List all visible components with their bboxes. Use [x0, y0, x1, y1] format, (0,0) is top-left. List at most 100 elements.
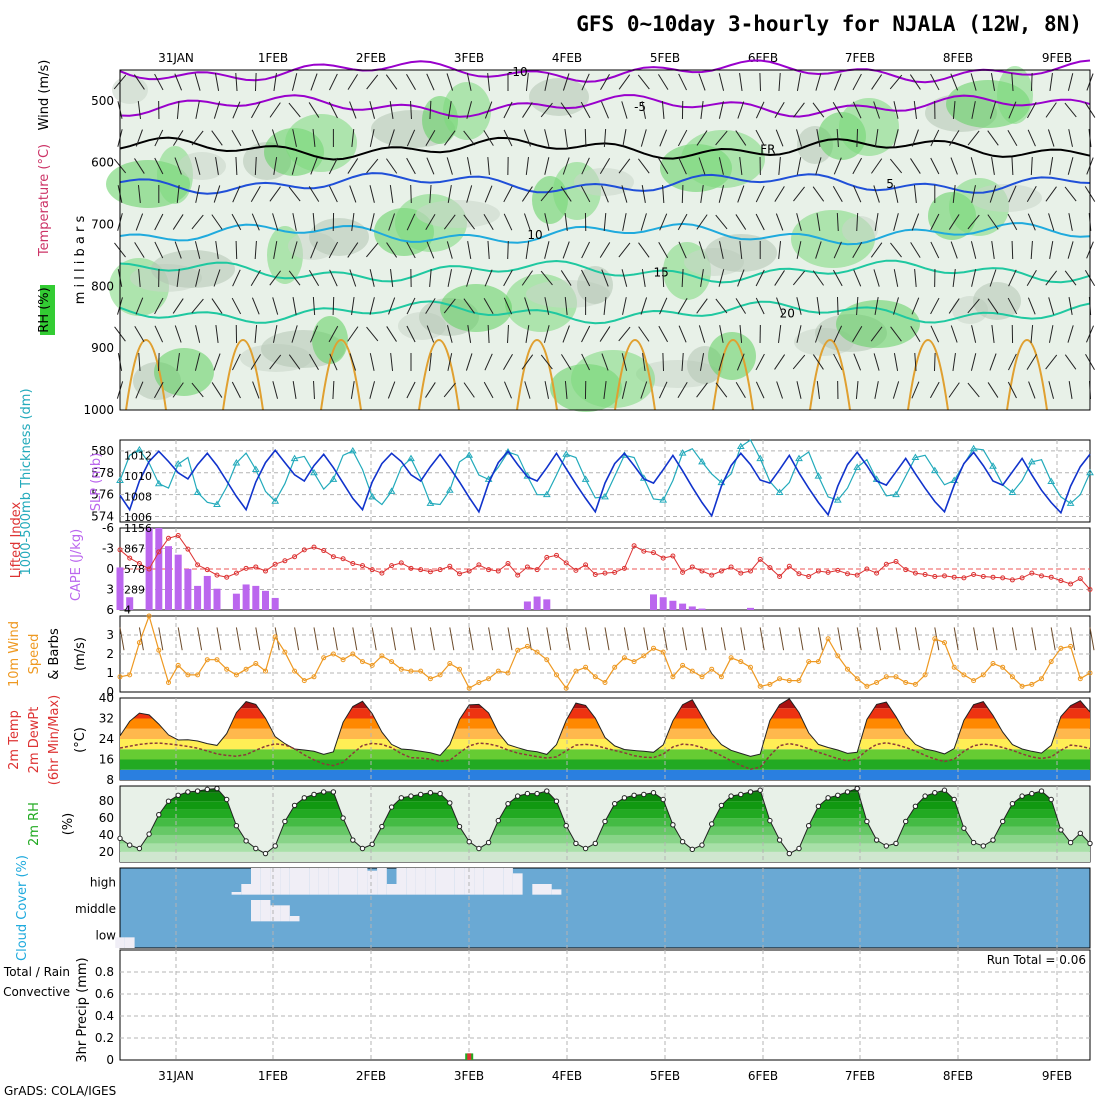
rh-shade-54 [836, 300, 920, 348]
date-label-top-3: 3FEB [454, 51, 484, 65]
upper-wind-barb [718, 353, 725, 371]
upper-wind-barb [913, 184, 917, 204]
rh-marker-52 [621, 795, 628, 801]
upper-wind-barb [739, 324, 743, 344]
upper-wind-barb [425, 129, 436, 147]
upper-wind-barb [775, 213, 784, 231]
wind-speed-marker-77 [864, 683, 870, 689]
temp-axis-label-4: (°C) [73, 727, 88, 753]
surface-wind-barb-86 [953, 627, 959, 651]
surface-wind-barb-40 [507, 627, 513, 651]
upper-wind-barb [852, 73, 862, 91]
cloud-high-cell-21 [318, 868, 329, 895]
upper-wind-barb [1026, 354, 1037, 370]
upper-wind-barb [213, 353, 221, 371]
upper-wind-barb [154, 73, 164, 91]
li-marker-82 [912, 570, 918, 576]
upper-wind-barb [950, 325, 958, 343]
thickness-marker-56 [659, 496, 668, 503]
upper-wind-barb [700, 101, 704, 119]
li-marker-0 [117, 547, 123, 553]
thickness-marker-66 [756, 454, 765, 462]
upper-wind-barb [1027, 129, 1036, 147]
upper-wind-barb [540, 186, 553, 202]
wind-speed-marker-20 [311, 674, 317, 680]
upper-wind-barb [195, 185, 200, 203]
wind-speed-marker-48 [583, 664, 589, 670]
rh-marker-17 [282, 818, 288, 825]
upper-wind-barb [873, 101, 881, 119]
upper-wind-barb [154, 241, 164, 259]
upper-wind-barb [389, 185, 394, 203]
isotherm-line-6 [119, 300, 1091, 325]
upper-wind-barb [447, 269, 453, 287]
rh-marker-45 [553, 798, 560, 804]
wind-speed-marker-64 [738, 659, 744, 665]
upper-wind-barb [952, 184, 956, 204]
rh-marker-69 [786, 850, 792, 857]
upper-wind-barb [601, 269, 609, 287]
wind-speed-marker-45 [554, 672, 559, 678]
upper-wind-barb [426, 157, 435, 175]
thickness-marker-28 [387, 487, 396, 494]
upper-wind-barb [134, 242, 145, 258]
li-axis-tick-2: 0 [106, 562, 114, 576]
surface-wind-barb-4 [158, 627, 164, 651]
upper-wind-barb [231, 381, 241, 399]
li-marker-61 [709, 572, 715, 578]
upper-wind-barb [389, 101, 394, 119]
slp-axis-label: SLP (mb) [89, 453, 104, 512]
upper-wind-barb [755, 381, 765, 399]
cloud-high-cell-35 [454, 868, 465, 895]
date-label-bottom-3: 3FEB [454, 1069, 484, 1083]
wind-speed-marker-40 [505, 670, 511, 676]
li-marker-5 [166, 535, 171, 541]
surface-wind-barb-6 [177, 627, 183, 651]
upper-wind-barb [369, 297, 375, 315]
li-marker-65 [748, 568, 753, 574]
upper-wind-barb [269, 186, 281, 202]
rh-marker-11 [224, 796, 230, 803]
upper-wind-barb [254, 240, 257, 260]
upper-wind-barb [329, 353, 338, 371]
surface-wind-barb-32 [429, 627, 435, 651]
thickness-axis-tick-3: 574 [91, 510, 114, 524]
rh-axis-tick-2: 40 [99, 828, 114, 842]
upper-wind-barb [484, 101, 493, 119]
rh-marker-82 [912, 803, 919, 809]
upper-wind-barb [269, 354, 282, 370]
rh-marker-96 [1048, 796, 1054, 803]
upper-wind-barb [678, 241, 687, 259]
upper-wind-barb [584, 128, 587, 148]
upper-wind-barb [211, 130, 223, 146]
upper-wind-barb [640, 129, 647, 147]
cloud-row-label-high: high [90, 875, 116, 889]
upper-wind-barb [544, 241, 550, 259]
rh-marker-13 [243, 838, 249, 844]
li-marker-99 [1077, 576, 1083, 582]
rh-marker-92 [1009, 801, 1016, 807]
wind-speed-marker-99 [1077, 676, 1083, 682]
upper-wind-barb [852, 241, 863, 259]
upper-wind-barb [1068, 297, 1073, 315]
upper-wind-barb [349, 101, 357, 119]
upper-wind-barb [369, 101, 376, 119]
li-marker-58 [680, 569, 686, 575]
date-label-bottom-2: 2FEB [356, 1069, 386, 1083]
rh-marker-73 [825, 795, 831, 801]
wind-speed-marker-6 [175, 662, 181, 668]
li-marker-83 [922, 571, 928, 577]
boundary-layer-contour-6 [712, 339, 754, 411]
pressure-axis-tick-3: 800 [91, 279, 114, 293]
upper-wind-barb [211, 214, 223, 230]
upper-wind-barb [328, 241, 339, 259]
upper-wind-barb [755, 129, 765, 147]
upper-wind-barb [601, 185, 609, 203]
upper-wind-barb [812, 186, 825, 202]
li-marker-93 [1019, 575, 1025, 581]
upper-wind-barb [890, 242, 902, 258]
upper-wind-barb [603, 381, 607, 399]
thickness-marker-16 [271, 497, 280, 504]
upper-wind-barb [832, 185, 843, 203]
cape-axis-label: CAPE (J/kg) [69, 529, 84, 601]
